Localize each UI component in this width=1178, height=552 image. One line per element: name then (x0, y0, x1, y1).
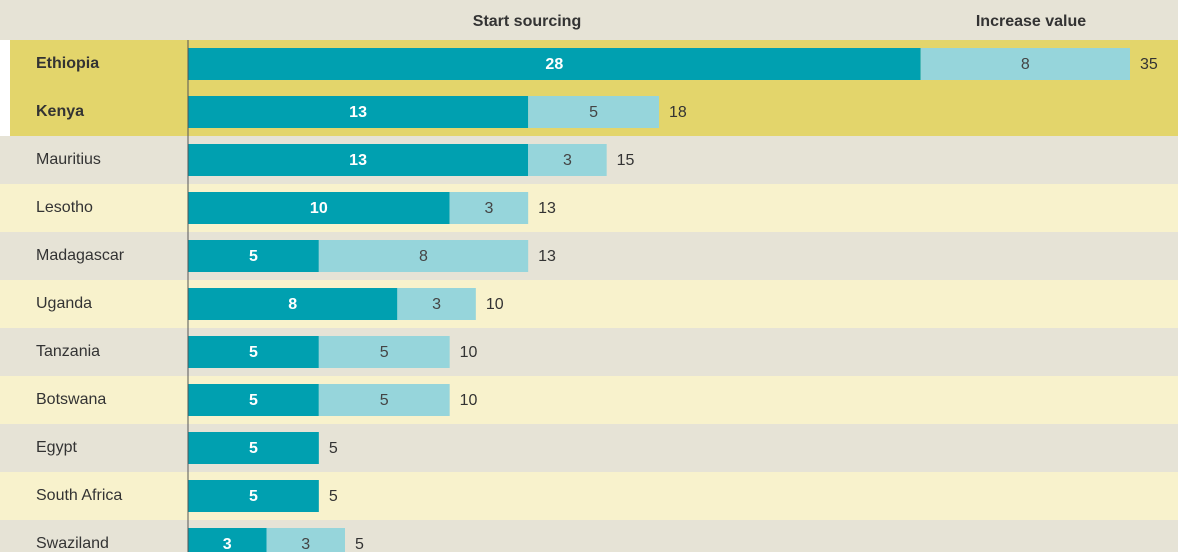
value-label: 3 (301, 536, 310, 552)
bar-segment (920, 48, 1130, 80)
row-band (0, 280, 1178, 328)
value-label: 8 (288, 296, 297, 313)
value-label: 3 (563, 152, 572, 169)
value-label: 3 (484, 200, 493, 217)
legend-entry: Start sourcing (473, 13, 581, 30)
bar-segment (528, 96, 659, 128)
bar-segment (188, 288, 398, 320)
bar-segment (188, 48, 921, 80)
value-label: 5 (589, 104, 598, 121)
row-band (0, 232, 1178, 280)
category-label: Madagascar (36, 247, 125, 264)
bar-segment (188, 432, 319, 464)
value-label: 28 (545, 56, 563, 73)
total-label: 10 (486, 296, 504, 313)
value-label: 8 (419, 248, 428, 265)
category-label: Swaziland (36, 535, 109, 552)
header-band (0, 0, 1178, 40)
value-label: 8 (1021, 56, 1030, 73)
value-label: 3 (223, 536, 232, 552)
bar-segment (318, 336, 450, 368)
bar-segment (188, 528, 267, 552)
bar-segment (266, 528, 345, 552)
value-label: 5 (249, 392, 258, 409)
value-label: 5 (380, 392, 389, 409)
category-label: Egypt (36, 439, 77, 456)
value-label: 5 (380, 344, 389, 361)
bar-segment (188, 240, 319, 272)
row-band (0, 328, 1178, 376)
bar-segment (449, 192, 529, 224)
row-band (0, 472, 1178, 520)
bar-segment (188, 480, 319, 512)
value-label: 5 (249, 488, 258, 505)
total-label: 13 (538, 200, 556, 217)
bar-segment (188, 144, 529, 176)
value-label: 10 (310, 200, 328, 217)
bar-segment (528, 144, 607, 176)
value-label: 5 (249, 248, 258, 265)
bar-segment (318, 240, 529, 272)
category-label: Uganda (36, 295, 92, 312)
total-label: 5 (329, 488, 338, 505)
bar-segment (188, 96, 529, 128)
category-label: Tanzania (36, 343, 100, 360)
category-label: Botswana (36, 391, 106, 408)
row-band (0, 520, 1178, 552)
total-label: 5 (355, 536, 364, 552)
bar-segment (188, 384, 319, 416)
value-label: 5 (249, 344, 258, 361)
value-label: 3 (432, 296, 441, 313)
total-label: 13 (538, 248, 556, 265)
value-label: 5 (249, 440, 258, 457)
total-label: 10 (460, 344, 478, 361)
bar-segment (318, 384, 450, 416)
bar-segment (188, 192, 450, 224)
row-band (0, 376, 1178, 424)
total-label: 35 (1140, 56, 1158, 73)
bar-segment (188, 336, 319, 368)
category-label: Kenya (36, 103, 84, 120)
legend-entry: Increase value (976, 13, 1086, 30)
bar-segment (397, 288, 476, 320)
value-label: 13 (349, 104, 367, 121)
value-label: 13 (349, 152, 367, 169)
category-label: Mauritius (36, 151, 101, 168)
total-label: 10 (460, 392, 478, 409)
total-label: 15 (617, 152, 635, 169)
total-label: 5 (329, 440, 338, 457)
category-label: South Africa (36, 487, 122, 504)
row-band (0, 424, 1178, 472)
total-label: 18 (669, 104, 687, 121)
row-band (0, 184, 1178, 232)
category-label: Ethiopia (36, 55, 99, 72)
category-label: Lesotho (36, 199, 93, 216)
